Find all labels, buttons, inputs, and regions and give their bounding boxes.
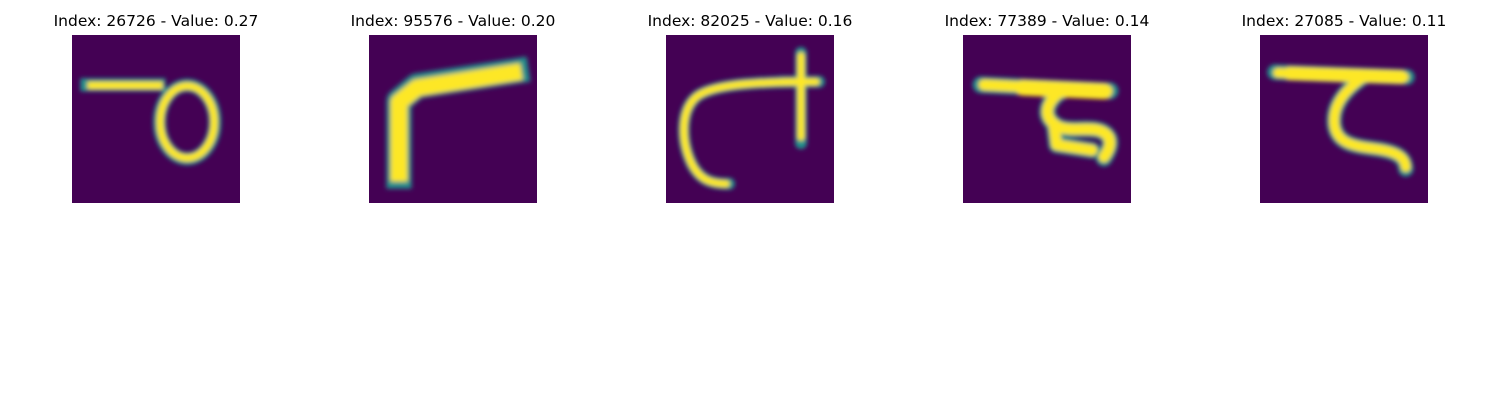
glyph-image — [666, 35, 834, 203]
glyph-image — [963, 35, 1131, 203]
glyph-image — [369, 35, 537, 203]
glyph-image — [1260, 35, 1428, 203]
panel-title: Index: 82025 - Value: 0.16 — [647, 12, 853, 30]
panel-title: Index: 95576 - Value: 0.20 — [350, 12, 556, 30]
panel-title: Index: 27085 - Value: 0.11 — [1241, 12, 1447, 30]
panel-title: Index: 77389 - Value: 0.14 — [944, 12, 1150, 30]
glyph-image — [72, 35, 240, 203]
panel-title: Index: 26726 - Value: 0.27 — [53, 12, 259, 30]
